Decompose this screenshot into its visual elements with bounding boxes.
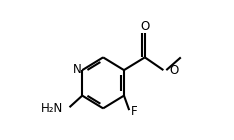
Text: O: O [170,64,179,77]
Text: N: N [73,63,81,76]
Text: H₂N: H₂N [41,102,63,115]
Text: O: O [140,20,150,33]
Text: F: F [131,105,138,118]
